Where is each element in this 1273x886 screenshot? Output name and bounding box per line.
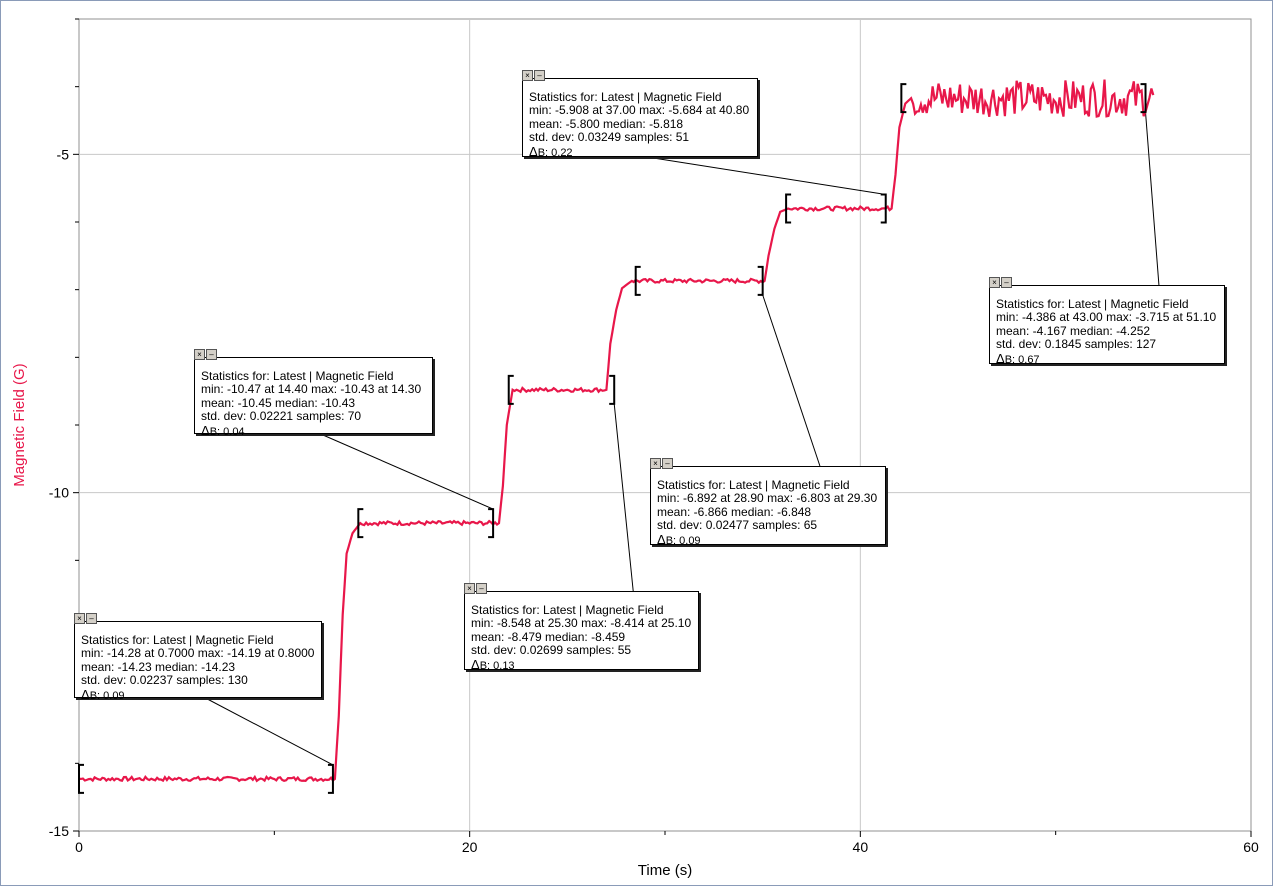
minimize-icon[interactable]: –	[534, 70, 545, 81]
close-icon[interactable]: ×	[194, 349, 205, 360]
stats-stddev: std. dev: 0.02477 samples: 65	[657, 518, 818, 533]
minimize-icon[interactable]: –	[476, 583, 487, 594]
stats-mean: mean: -6.866 median: -6.848	[657, 504, 812, 519]
left-bracket	[507, 374, 514, 405]
close-icon[interactable]: ×	[464, 583, 475, 594]
x-tick-label: 20	[462, 839, 478, 855]
stats-minmax: min: -4.386 at 43.00 max: -3.715 at 51.1…	[996, 310, 1217, 325]
stats-minmax: min: -6.892 at 28.90 max: -6.803 at 29.3…	[657, 491, 878, 506]
stats-title: Statistics for: Latest | Magnetic Field	[996, 297, 1189, 311]
stats-delta: ΔB: 0.04	[201, 422, 245, 438]
stats-stddev: std. dev: 0.1845 samples: 127	[996, 337, 1157, 352]
x-tick-label: 40	[853, 839, 869, 855]
close-icon[interactable]: ×	[650, 458, 661, 469]
minimize-icon[interactable]: –	[662, 458, 673, 469]
stats-minmax: min: -8.548 at 25.30 max: -8.414 at 25.1…	[471, 616, 692, 631]
close-icon[interactable]: ×	[522, 70, 533, 81]
stats-box-3[interactable]: × – Statistics for: Latest | Magnetic Fie…	[464, 583, 699, 672]
stats-title: Statistics for: Latest | Magnetic Field	[657, 478, 850, 492]
connector-line	[320, 433, 494, 510]
close-icon[interactable]: ×	[989, 277, 1000, 288]
stats-mean: mean: -8.479 median: -8.459	[471, 629, 626, 644]
left-bracket	[78, 763, 84, 794]
stats-title: Statistics for: Latest | Magnetic Field	[529, 90, 722, 104]
x-axis-title: Time (s)	[638, 862, 692, 879]
selection-brackets	[78, 83, 1147, 794]
left-bracket	[634, 265, 641, 296]
stats-box-4[interactable]: × – Statistics for: Latest | Magnetic Fie…	[650, 458, 886, 547]
connector-line	[1145, 112, 1160, 286]
axes: 0 20 40 60 -5 -10 -15	[49, 18, 1259, 855]
left-bracket	[357, 508, 364, 539]
right-bracket	[609, 374, 616, 405]
stats-delta: ΔB: 0.13	[471, 656, 515, 672]
y-tick-label: -15	[49, 823, 69, 839]
stats-stddev: std. dev: 0.02699 samples: 55	[471, 643, 632, 658]
right-bracket	[880, 193, 887, 224]
right-bracket	[327, 763, 334, 794]
stats-title: Statistics for: Latest | Magnetic Field	[471, 603, 664, 617]
minimize-icon[interactable]: –	[1001, 277, 1012, 288]
data-series	[79, 79, 1155, 783]
annotation-connectors	[205, 112, 1160, 766]
stats-minmax: min: -10.47 at 14.40 max: -10.43 at 14.3…	[201, 382, 422, 397]
stats-delta: ΔB: 0.09	[657, 531, 701, 547]
y-tick-label: -5	[57, 146, 70, 162]
stats-mean: mean: -5.800 median: -5.818	[529, 116, 684, 131]
stats-box-2[interactable]: × – Statistics for: Latest | Magnetic Fie…	[194, 349, 433, 438]
y-axis-title: Magnetic Field (G)	[11, 363, 28, 486]
connector-line	[762, 294, 821, 467]
stats-mean: mean: -10.45 median: -10.43	[201, 395, 356, 410]
y-tick-label: -10	[49, 485, 69, 501]
magnetic-field-line	[79, 79, 1155, 783]
stats-mean: mean: -14.23 median: -14.23	[81, 659, 236, 674]
stats-stddev: std. dev: 0.02221 samples: 70	[201, 409, 362, 424]
connector-line	[647, 156, 886, 195]
connector-line	[613, 403, 634, 592]
left-bracket	[900, 83, 907, 114]
stats-stddev: std. dev: 0.03249 samples: 51	[529, 130, 690, 145]
stats-minmax: min: -5.908 at 37.00 max: -5.684 at 40.8…	[529, 103, 750, 118]
stats-mean: mean: -4.167 median: -4.252	[996, 323, 1151, 338]
stats-box-1[interactable]: × – Statistics for: Latest | Magnetic Fie…	[74, 613, 322, 702]
stats-minmax: min: -14.28 at 0.7000 max: -14.19 at 0.8…	[81, 646, 315, 661]
close-icon[interactable]: ×	[74, 613, 85, 624]
stats-title: Statistics for: Latest | Magnetic Field	[201, 369, 394, 383]
minimize-icon[interactable]: –	[86, 613, 97, 624]
stats-delta: ΔB: 0.67	[996, 350, 1040, 366]
stats-delta: ΔB: 0.22	[529, 143, 573, 159]
right-bracket	[1140, 83, 1147, 114]
x-tick-label: 60	[1243, 839, 1259, 855]
stats-delta: ΔB: 0.09	[81, 686, 125, 702]
left-bracket	[785, 193, 792, 224]
stats-title: Statistics for: Latest | Magnetic Field	[81, 633, 274, 647]
stats-stddev: std. dev: 0.02237 samples: 130	[81, 673, 248, 688]
connector-line	[205, 697, 334, 766]
right-bracket	[757, 265, 764, 296]
stats-box-6[interactable]: × – Statistics for: Latest | Magnetic Fie…	[989, 277, 1225, 366]
x-tick-label: 0	[75, 839, 83, 855]
stats-box-5[interactable]: × – Statistics for: Latest | Magnetic Fie…	[522, 70, 758, 159]
right-bracket	[488, 508, 495, 539]
minimize-icon[interactable]: –	[206, 349, 217, 360]
